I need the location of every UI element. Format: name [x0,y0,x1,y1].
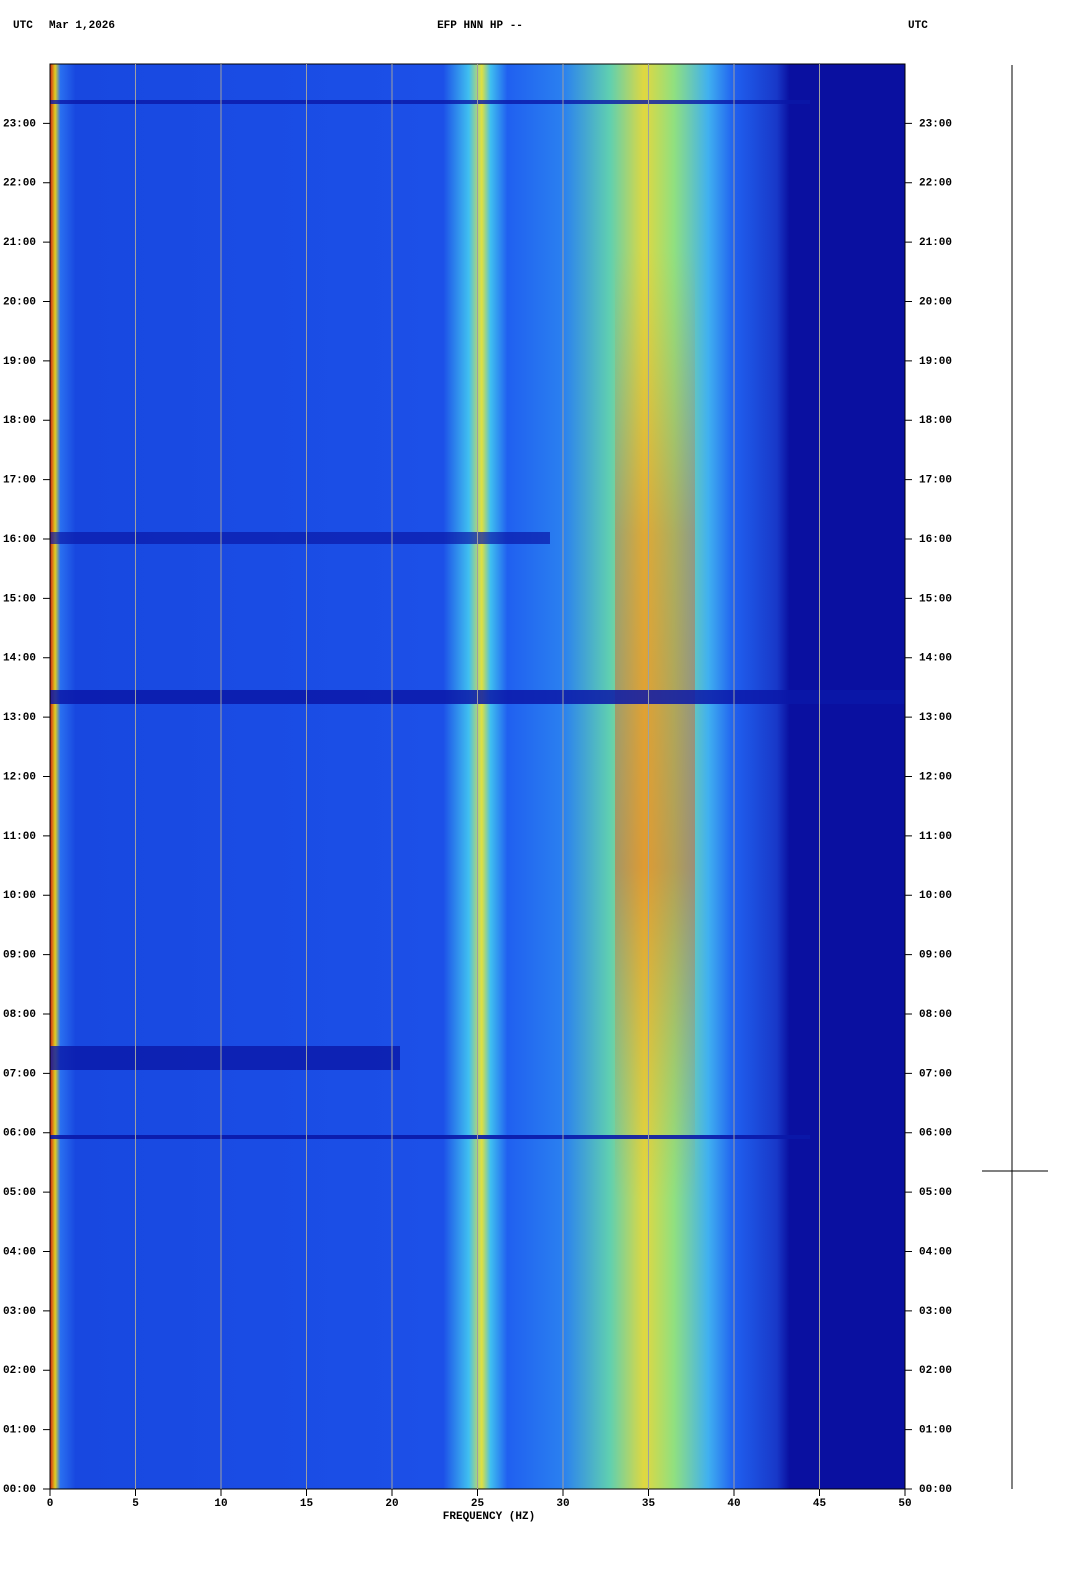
x-tick-label: 40 [727,1498,740,1510]
y-tick-label: 12:00 [919,771,952,783]
y-tick-label: 09:00 [3,950,36,962]
spectrogram-hot-zone [615,250,695,1200]
y-tick-label: 11:00 [919,831,952,843]
x-tick-label: 5 [132,1498,139,1510]
y-tick-label: 11:00 [3,831,36,843]
chart-title: EFP HNN HP -- [437,20,523,32]
y-tick-label: 06:00 [3,1128,36,1140]
header-date: Mar 1,2026 [49,20,115,32]
y-tick-label: 02:00 [3,1365,36,1377]
y-tick-label: 20:00 [919,296,952,308]
y-tick-label: 05:00 [919,1187,952,1199]
y-tick-label: 07:00 [3,1068,36,1080]
x-tick-label: 50 [898,1498,911,1510]
y-tick-label: 19:00 [919,356,952,368]
x-tick-label: 25 [471,1498,485,1510]
x-tick-label: 15 [300,1498,314,1510]
x-tick-label: 10 [214,1498,227,1510]
x-tick-label: 0 [47,1498,54,1510]
header-zone: UTC [908,20,928,32]
y-tick-label: 10:00 [3,890,36,902]
dark-streak [50,532,550,544]
y-tick-label: 12:00 [3,771,36,783]
y-tick-label: 23:00 [3,118,36,130]
y-tick-label: 17:00 [919,475,952,487]
x-tick-label: 20 [385,1498,398,1510]
y-tick-label: 05:00 [3,1187,36,1199]
y-tick-label: 18:00 [3,415,36,427]
y-tick-label: 13:00 [3,712,36,724]
header-zone: UTC [13,20,33,32]
x-tick-label: 30 [556,1498,569,1510]
x-axis-label: FREQUENCY (HZ) [443,1511,535,1523]
y-tick-label: 10:00 [919,890,952,902]
y-tick-label: 06:00 [919,1128,952,1140]
y-tick-label: 00:00 [919,1484,952,1496]
y-tick-label: 14:00 [3,653,36,665]
y-tick-label: 22:00 [3,178,36,190]
y-tick-label: 21:00 [3,237,36,249]
y-tick-label: 21:00 [919,237,952,249]
y-tick-label: 17:00 [3,475,36,487]
dark-streak [50,100,810,104]
y-tick-label: 15:00 [919,593,952,605]
y-tick-label: 14:00 [919,653,952,665]
y-tick-label: 23:00 [919,118,952,130]
y-tick-label: 19:00 [3,356,36,368]
y-tick-label: 03:00 [919,1306,952,1318]
y-tick-label: 09:00 [919,950,952,962]
x-tick-label: 35 [642,1498,656,1510]
y-tick-label: 00:00 [3,1484,36,1496]
y-tick-label: 08:00 [3,1009,36,1021]
y-tick-label: 08:00 [919,1009,952,1021]
y-tick-label: 18:00 [919,415,952,427]
dark-streak [50,1046,400,1070]
y-tick-label: 16:00 [919,534,952,546]
y-tick-label: 20:00 [3,296,36,308]
y-tick-label: 22:00 [919,178,952,190]
y-tick-label: 03:00 [3,1306,36,1318]
y-tick-label: 13:00 [919,712,952,724]
y-tick-label: 02:00 [919,1365,952,1377]
y-tick-label: 15:00 [3,593,36,605]
y-tick-label: 16:00 [3,534,36,546]
y-tick-label: 04:00 [3,1246,36,1258]
y-tick-label: 07:00 [919,1068,952,1080]
dark-streak [50,1135,810,1139]
y-tick-label: 04:00 [919,1246,952,1258]
y-tick-label: 01:00 [919,1425,952,1437]
x-tick-label: 45 [813,1498,827,1510]
y-tick-label: 01:00 [3,1425,36,1437]
